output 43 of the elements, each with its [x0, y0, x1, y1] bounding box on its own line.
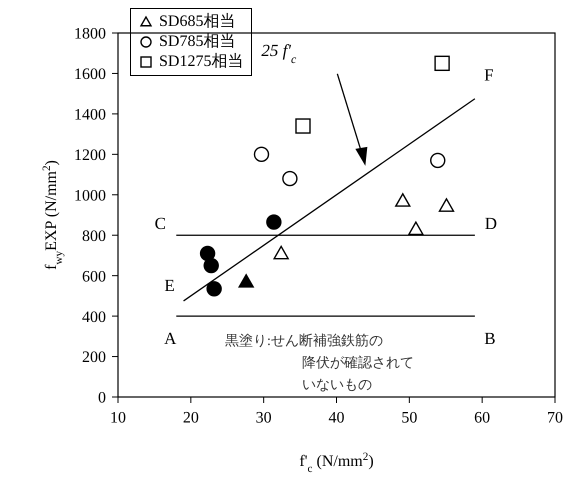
x-tick-label: 30: [256, 409, 272, 426]
y-tick-label: 1200: [74, 147, 106, 164]
annotation: 25 f'$_{c}$: [261, 40, 297, 66]
point: [438, 198, 454, 212]
y-tick-label: 1600: [74, 66, 106, 84]
x-tick-label: 10: [110, 409, 126, 426]
annotation: 黒塗り:せん断補強鉄筋の降伏が確認されていないもの: [225, 333, 414, 393]
point: [200, 246, 216, 262]
point: [282, 170, 298, 186]
point: [238, 274, 254, 288]
legend-label: SD1275相当: [159, 52, 244, 72]
legend-label: SD785相当: [159, 32, 236, 52]
point: [295, 118, 311, 134]
annotation: C: [154, 214, 166, 234]
y-tick-label: 800: [82, 228, 106, 245]
y-tick-label: 200: [82, 349, 106, 366]
annotation: D: [484, 214, 498, 234]
point: [408, 221, 424, 236]
y-tick-label: 0: [98, 390, 106, 407]
x-tick-label: 70: [547, 409, 563, 426]
x-tick-label: 60: [474, 409, 490, 426]
annotation: B: [484, 329, 496, 348]
point: [430, 152, 446, 168]
x-tick-label: 20: [182, 409, 199, 426]
point: [434, 56, 450, 72]
x-tick-label: 40: [328, 409, 344, 426]
point: [266, 214, 282, 230]
y-tick-label: 1400: [74, 106, 106, 124]
point: [206, 281, 222, 297]
point: [395, 193, 410, 207]
annotation: E: [164, 276, 175, 295]
y-tick-label: 400: [82, 308, 106, 326]
y-tick-label: 1000: [74, 187, 106, 204]
annotation: F: [484, 66, 494, 85]
point: [254, 146, 270, 162]
y-tick-label: 600: [82, 268, 106, 286]
point: [204, 258, 219, 274]
x-tick-label: 50: [401, 409, 418, 426]
annotation: A: [164, 329, 178, 348]
x-axis-title: f'$_{c}$ (N/mm$^{2}$): [299, 451, 374, 475]
point: [273, 246, 289, 260]
legend-label: SD685相当: [159, 12, 236, 32]
y-tick-label: 1800: [74, 26, 106, 43]
